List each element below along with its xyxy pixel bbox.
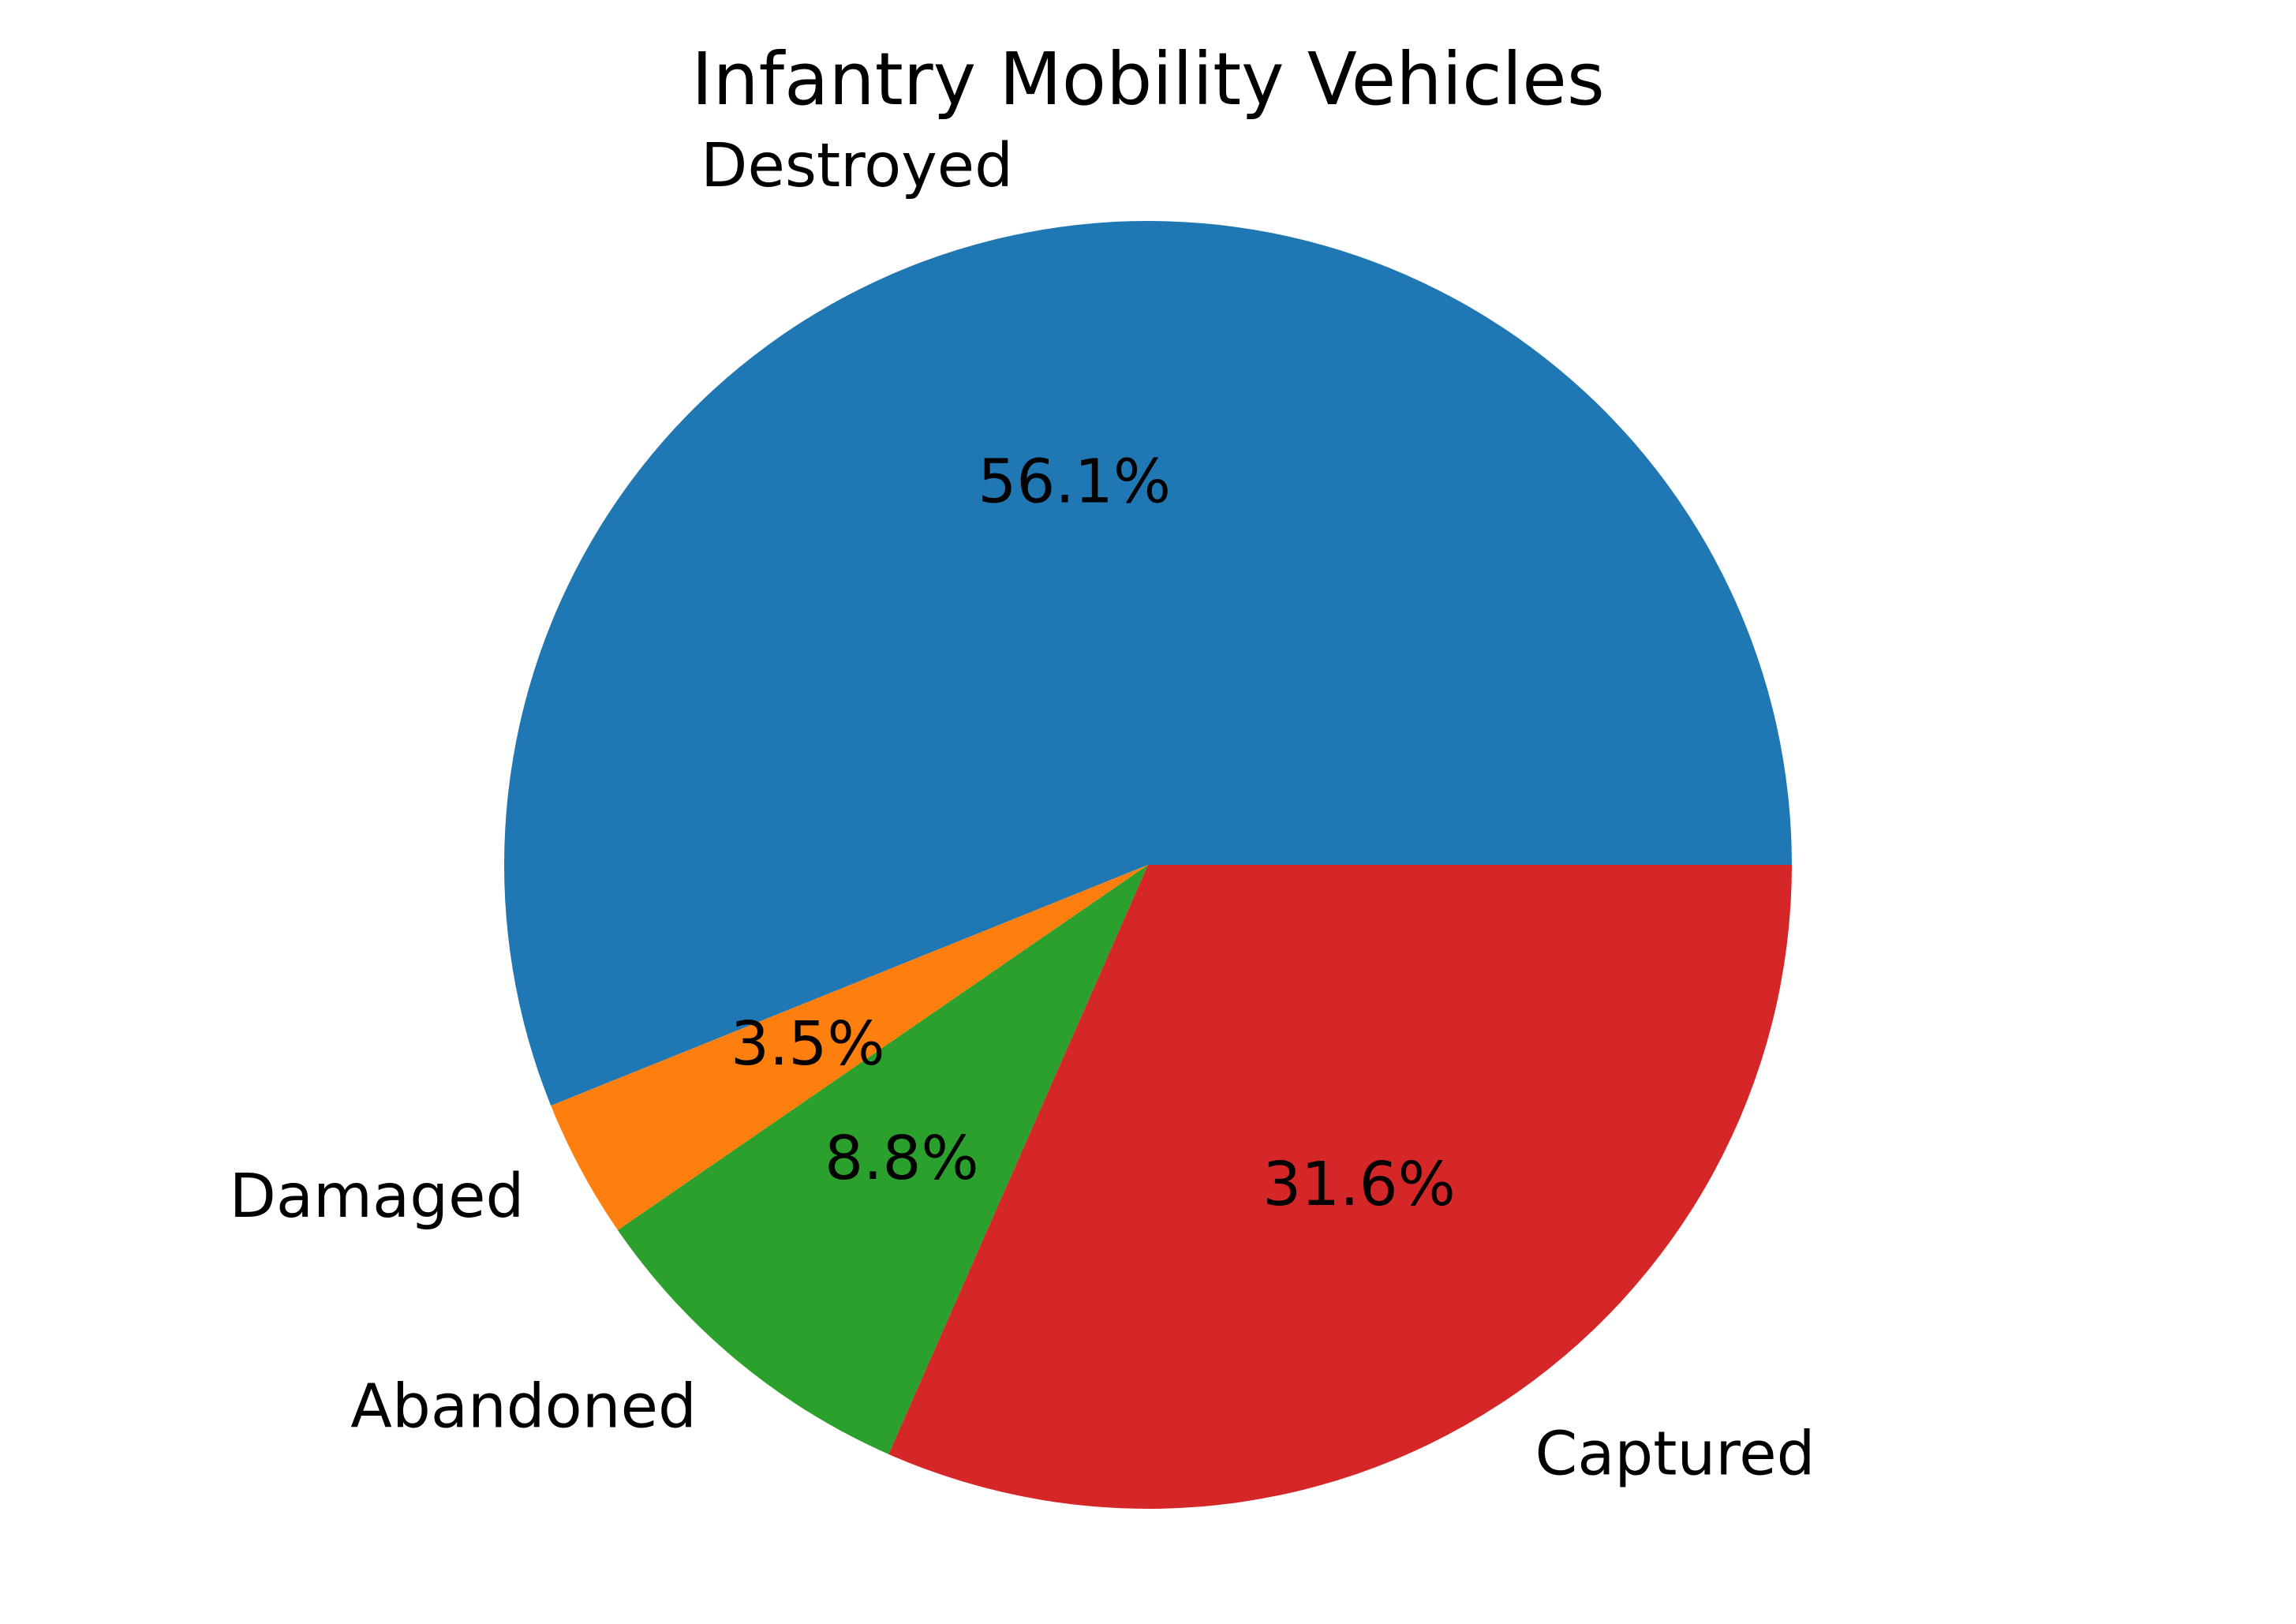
slice-pct-abandoned: 8.8%	[825, 1124, 979, 1194]
chart-title: Infantry Mobility Vehicles	[691, 37, 1605, 122]
pie-slices	[504, 221, 1792, 1510]
slice-label-captured: Captured	[1535, 1420, 1815, 1490]
pie-labels: Destroyed 56.1% Damaged 3.5% Abandoned 8.8% Ca…	[230, 131, 1815, 1490]
slice-pct-captured: 31.6%	[1262, 1150, 1456, 1220]
slice-label-damaged: Damaged	[230, 1162, 525, 1232]
pie-slice-destroyed	[504, 221, 1792, 1106]
slice-label-destroyed: Destroyed	[701, 131, 1013, 201]
pie-slice-abandoned	[617, 865, 1148, 1454]
slice-pct-damaged: 3.5%	[731, 1009, 885, 1080]
pie-slice-captured	[888, 865, 1792, 1510]
pie-slice-damaged	[551, 865, 1148, 1230]
slice-label-abandoned: Abandoned	[350, 1372, 697, 1443]
slice-pct-destroyed: 56.1%	[978, 447, 1171, 517]
